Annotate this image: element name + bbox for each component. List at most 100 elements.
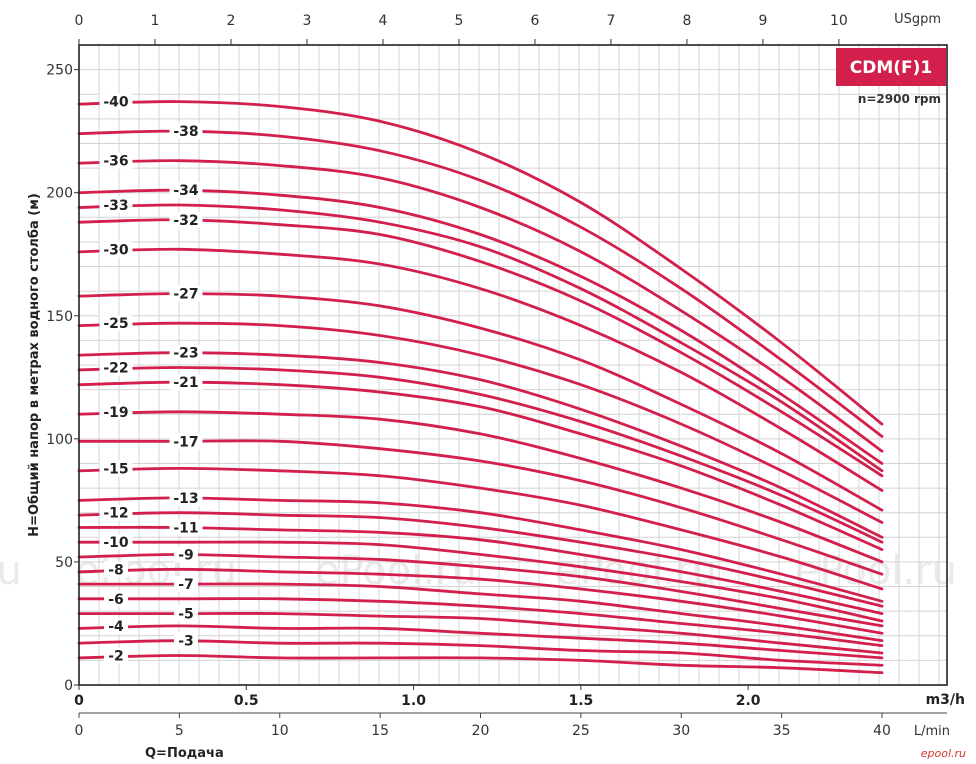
lmin-tick-label: 5 <box>175 723 184 739</box>
series-label: -34 <box>173 183 199 199</box>
series-line <box>77 540 884 623</box>
m3h-tick-label: 1.5 <box>568 693 593 709</box>
series-line <box>77 100 884 426</box>
series-line <box>77 247 884 492</box>
model-badge-box <box>836 48 946 86</box>
series-label: -19 <box>103 405 128 421</box>
series-label-bg <box>104 617 128 634</box>
series-line <box>77 203 884 473</box>
x-axis-title: Q=Подача <box>145 746 224 761</box>
series-label: -4 <box>108 619 124 635</box>
series-line <box>77 612 884 655</box>
top-tick-label: 5 <box>454 13 463 29</box>
y-tick-label: 150 <box>46 309 73 325</box>
series-line <box>77 567 884 635</box>
series-label-bg <box>99 152 133 169</box>
series-label-bg <box>99 504 133 521</box>
top-tick-label: 3 <box>303 13 312 29</box>
series-line <box>77 597 884 647</box>
series-label-bg <box>169 182 203 199</box>
series-label-bg <box>169 374 203 391</box>
series-label: -25 <box>103 316 128 332</box>
series-label: -6 <box>108 592 124 608</box>
top-tick-label: 0 <box>75 13 84 29</box>
series-label-bg <box>169 344 203 361</box>
series-label: -13 <box>173 491 198 507</box>
top-tick-label: 6 <box>530 13 539 29</box>
m3h-tick-label: 0 <box>74 693 84 709</box>
series-line <box>77 351 884 539</box>
series-label: -11 <box>173 520 198 536</box>
series-label-bg <box>169 433 203 450</box>
top-tick-label: 2 <box>227 13 236 29</box>
top-tick-label: 9 <box>758 13 767 29</box>
series-line <box>77 366 884 544</box>
series-line <box>77 159 884 453</box>
series-label-bg <box>104 647 128 664</box>
series-label-bg <box>174 632 198 649</box>
series-label: -38 <box>173 124 198 140</box>
series-label: -33 <box>103 198 128 214</box>
top-tick-label: 4 <box>379 13 388 29</box>
series-label-bg <box>169 123 203 140</box>
series-line <box>77 553 884 628</box>
site-mark: epool.ru <box>921 747 966 760</box>
lmin-tick-label: 40 <box>873 723 891 739</box>
model-badge-title: CDM(F)1 <box>850 58 933 78</box>
plot-frame <box>78 44 948 686</box>
lmin-tick-label: 10 <box>271 723 289 739</box>
top-axis-unit: USgpm <box>894 12 941 27</box>
series-label: -5 <box>178 607 194 623</box>
top-tick-label: 1 <box>151 13 160 29</box>
series-label-bg <box>104 561 128 578</box>
lmin-tick-label: 15 <box>371 723 389 739</box>
series-label-bg <box>174 546 198 563</box>
m3h-axis-unit: m3/h <box>926 692 965 708</box>
series-label: -36 <box>103 154 128 170</box>
series-line <box>77 639 884 667</box>
lmin-tick-label: 35 <box>773 723 791 739</box>
series-label: -30 <box>103 242 129 258</box>
series-line <box>77 582 884 643</box>
series-label: -7 <box>178 577 194 593</box>
m3h-tick-label: 1.0 <box>401 693 426 709</box>
top-tick-label: 7 <box>606 13 615 29</box>
lmin-tick-label: 30 <box>672 723 690 739</box>
series-line <box>77 511 884 608</box>
series-line <box>77 525 884 615</box>
series-label: -8 <box>108 562 124 578</box>
curve-label-layer: -40 -38 -36 -34 -33 -32 -30 -27 -25 -23 -22 -21 -19 -… <box>99 93 203 664</box>
series-line <box>77 654 884 675</box>
series-label-bg <box>174 605 198 622</box>
series-label-bg <box>99 460 133 477</box>
series-line <box>77 321 884 524</box>
series-label-bg <box>174 576 198 593</box>
curve-layer <box>77 100 884 675</box>
lmin-tick-label: 25 <box>572 723 590 739</box>
series-line <box>77 380 884 551</box>
series-line <box>77 410 884 564</box>
series-line <box>77 439 884 576</box>
series-label-bg <box>169 519 203 536</box>
series-line <box>77 292 884 512</box>
series-label: -23 <box>173 346 198 362</box>
watermark-text: ePool.ru <box>0 548 22 594</box>
series-label: -2 <box>108 648 124 664</box>
series-label-bg <box>99 315 133 332</box>
series-line <box>77 624 884 660</box>
series-line <box>77 496 884 603</box>
series-line <box>77 218 884 478</box>
series-line <box>77 129 884 438</box>
series-label-bg <box>99 359 133 376</box>
m3h-tick-label: 2.0 <box>736 693 761 709</box>
series-label: -15 <box>103 461 128 477</box>
lmin-tick-label: 20 <box>472 723 490 739</box>
y-tick-label: 0 <box>64 678 73 694</box>
series-line <box>77 466 884 591</box>
series-label-bg <box>99 197 133 213</box>
series-label: -17 <box>173 434 198 450</box>
series-label: -40 <box>103 95 129 111</box>
series-label-bg <box>99 241 133 258</box>
